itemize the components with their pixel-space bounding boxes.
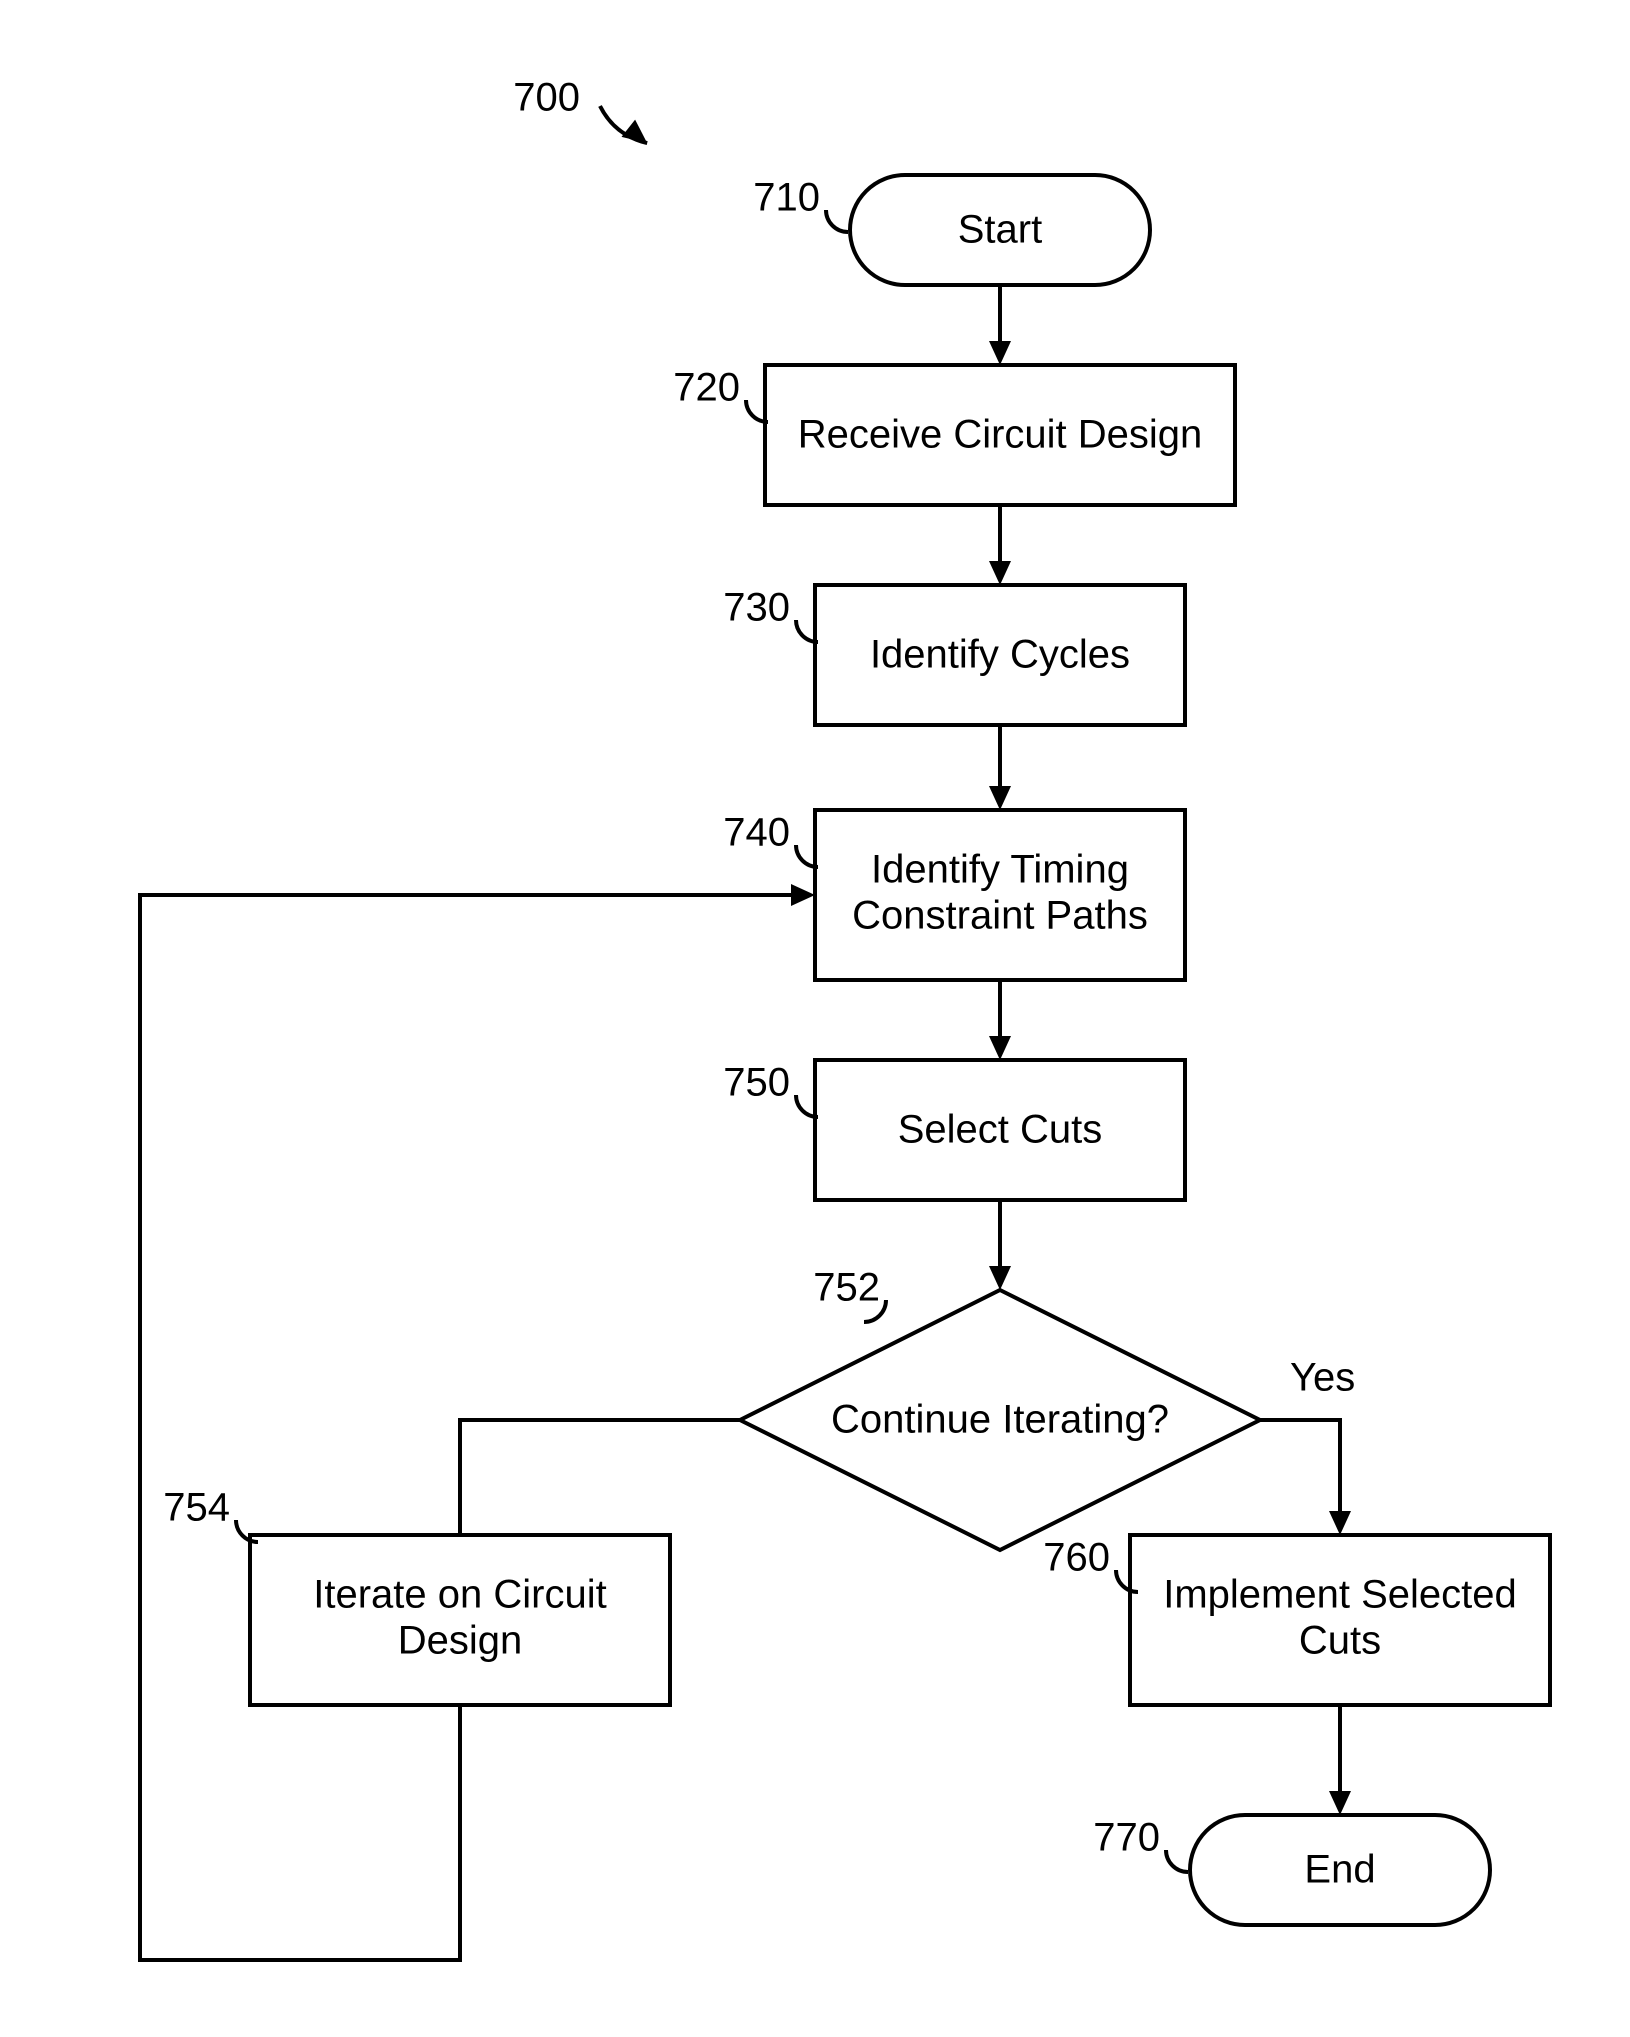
- svg-text:Design: Design: [398, 1619, 523, 1663]
- svg-text:Yes: Yes: [1290, 1356, 1355, 1400]
- svg-text:Iterate on Circuit: Iterate on Circuit: [313, 1573, 606, 1617]
- svg-text:752: 752: [813, 1266, 880, 1310]
- svg-text:770: 770: [1093, 1816, 1160, 1860]
- svg-text:Implement Selected: Implement Selected: [1163, 1573, 1517, 1617]
- svg-text:760: 760: [1043, 1536, 1110, 1580]
- svg-text:Select Cuts: Select Cuts: [898, 1108, 1103, 1152]
- svg-text:Constraint Paths: Constraint Paths: [852, 894, 1148, 938]
- svg-text:730: 730: [723, 586, 790, 630]
- svg-text:Continue Iterating?: Continue Iterating?: [831, 1398, 1169, 1442]
- svg-text:Receive Circuit Design: Receive Circuit Design: [798, 413, 1203, 457]
- svg-text:Identify Timing: Identify Timing: [871, 848, 1129, 892]
- svg-text:720: 720: [673, 366, 740, 410]
- svg-text:710: 710: [753, 176, 820, 220]
- svg-text:750: 750: [723, 1061, 790, 1105]
- svg-text:740: 740: [723, 811, 790, 855]
- svg-text:Identify Cycles: Identify Cycles: [870, 633, 1130, 677]
- svg-text:754: 754: [163, 1486, 230, 1530]
- svg-text:Start: Start: [958, 208, 1042, 252]
- svg-text:Cuts: Cuts: [1299, 1619, 1381, 1663]
- svg-text:End: End: [1304, 1848, 1375, 1892]
- svg-text:700: 700: [513, 76, 580, 120]
